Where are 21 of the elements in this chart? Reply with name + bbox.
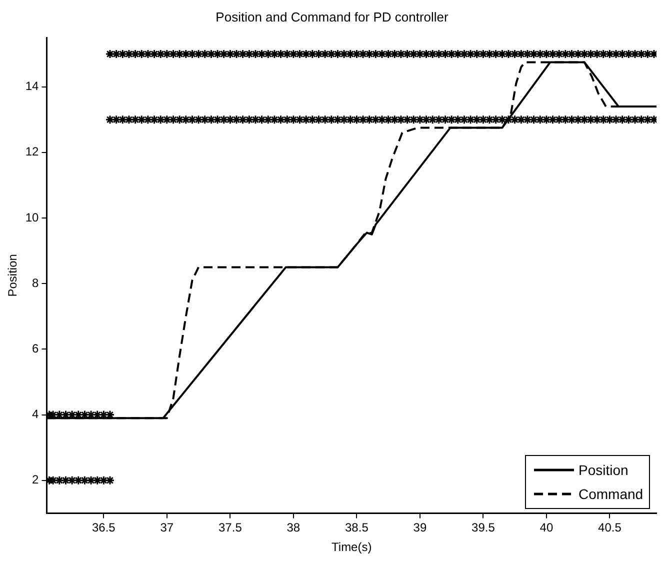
x-tick-label: 38.5	[345, 520, 369, 535]
y-tick-label: 6	[32, 342, 40, 356]
legend-label: Position	[578, 462, 628, 478]
y-tick-label: 10	[25, 210, 40, 224]
x-tick-label: 39	[413, 520, 427, 535]
y-tick-label: 8	[32, 276, 40, 290]
x-tick-label: 36.5	[92, 520, 116, 535]
y-tick-label: 12	[25, 144, 40, 159]
y-tick-label: 2	[32, 472, 40, 487]
x-tick-label: 40	[540, 520, 554, 535]
x-tick-label: 38	[286, 520, 300, 535]
y-axis-title: Position	[6, 254, 20, 297]
chart-title: Position and Command for PD controller	[216, 9, 449, 24]
x-tick-label: 37.5	[218, 520, 242, 535]
y-tick-label: 4	[32, 407, 40, 422]
x-tick-label: 40.5	[598, 520, 622, 535]
x-tick-label: 37	[160, 520, 174, 535]
legend-label: Command	[578, 486, 644, 502]
x-axis-title: Time(s)	[332, 540, 372, 554]
x-tick-label: 39.5	[472, 520, 496, 535]
y-tick-label: 14	[25, 79, 40, 94]
